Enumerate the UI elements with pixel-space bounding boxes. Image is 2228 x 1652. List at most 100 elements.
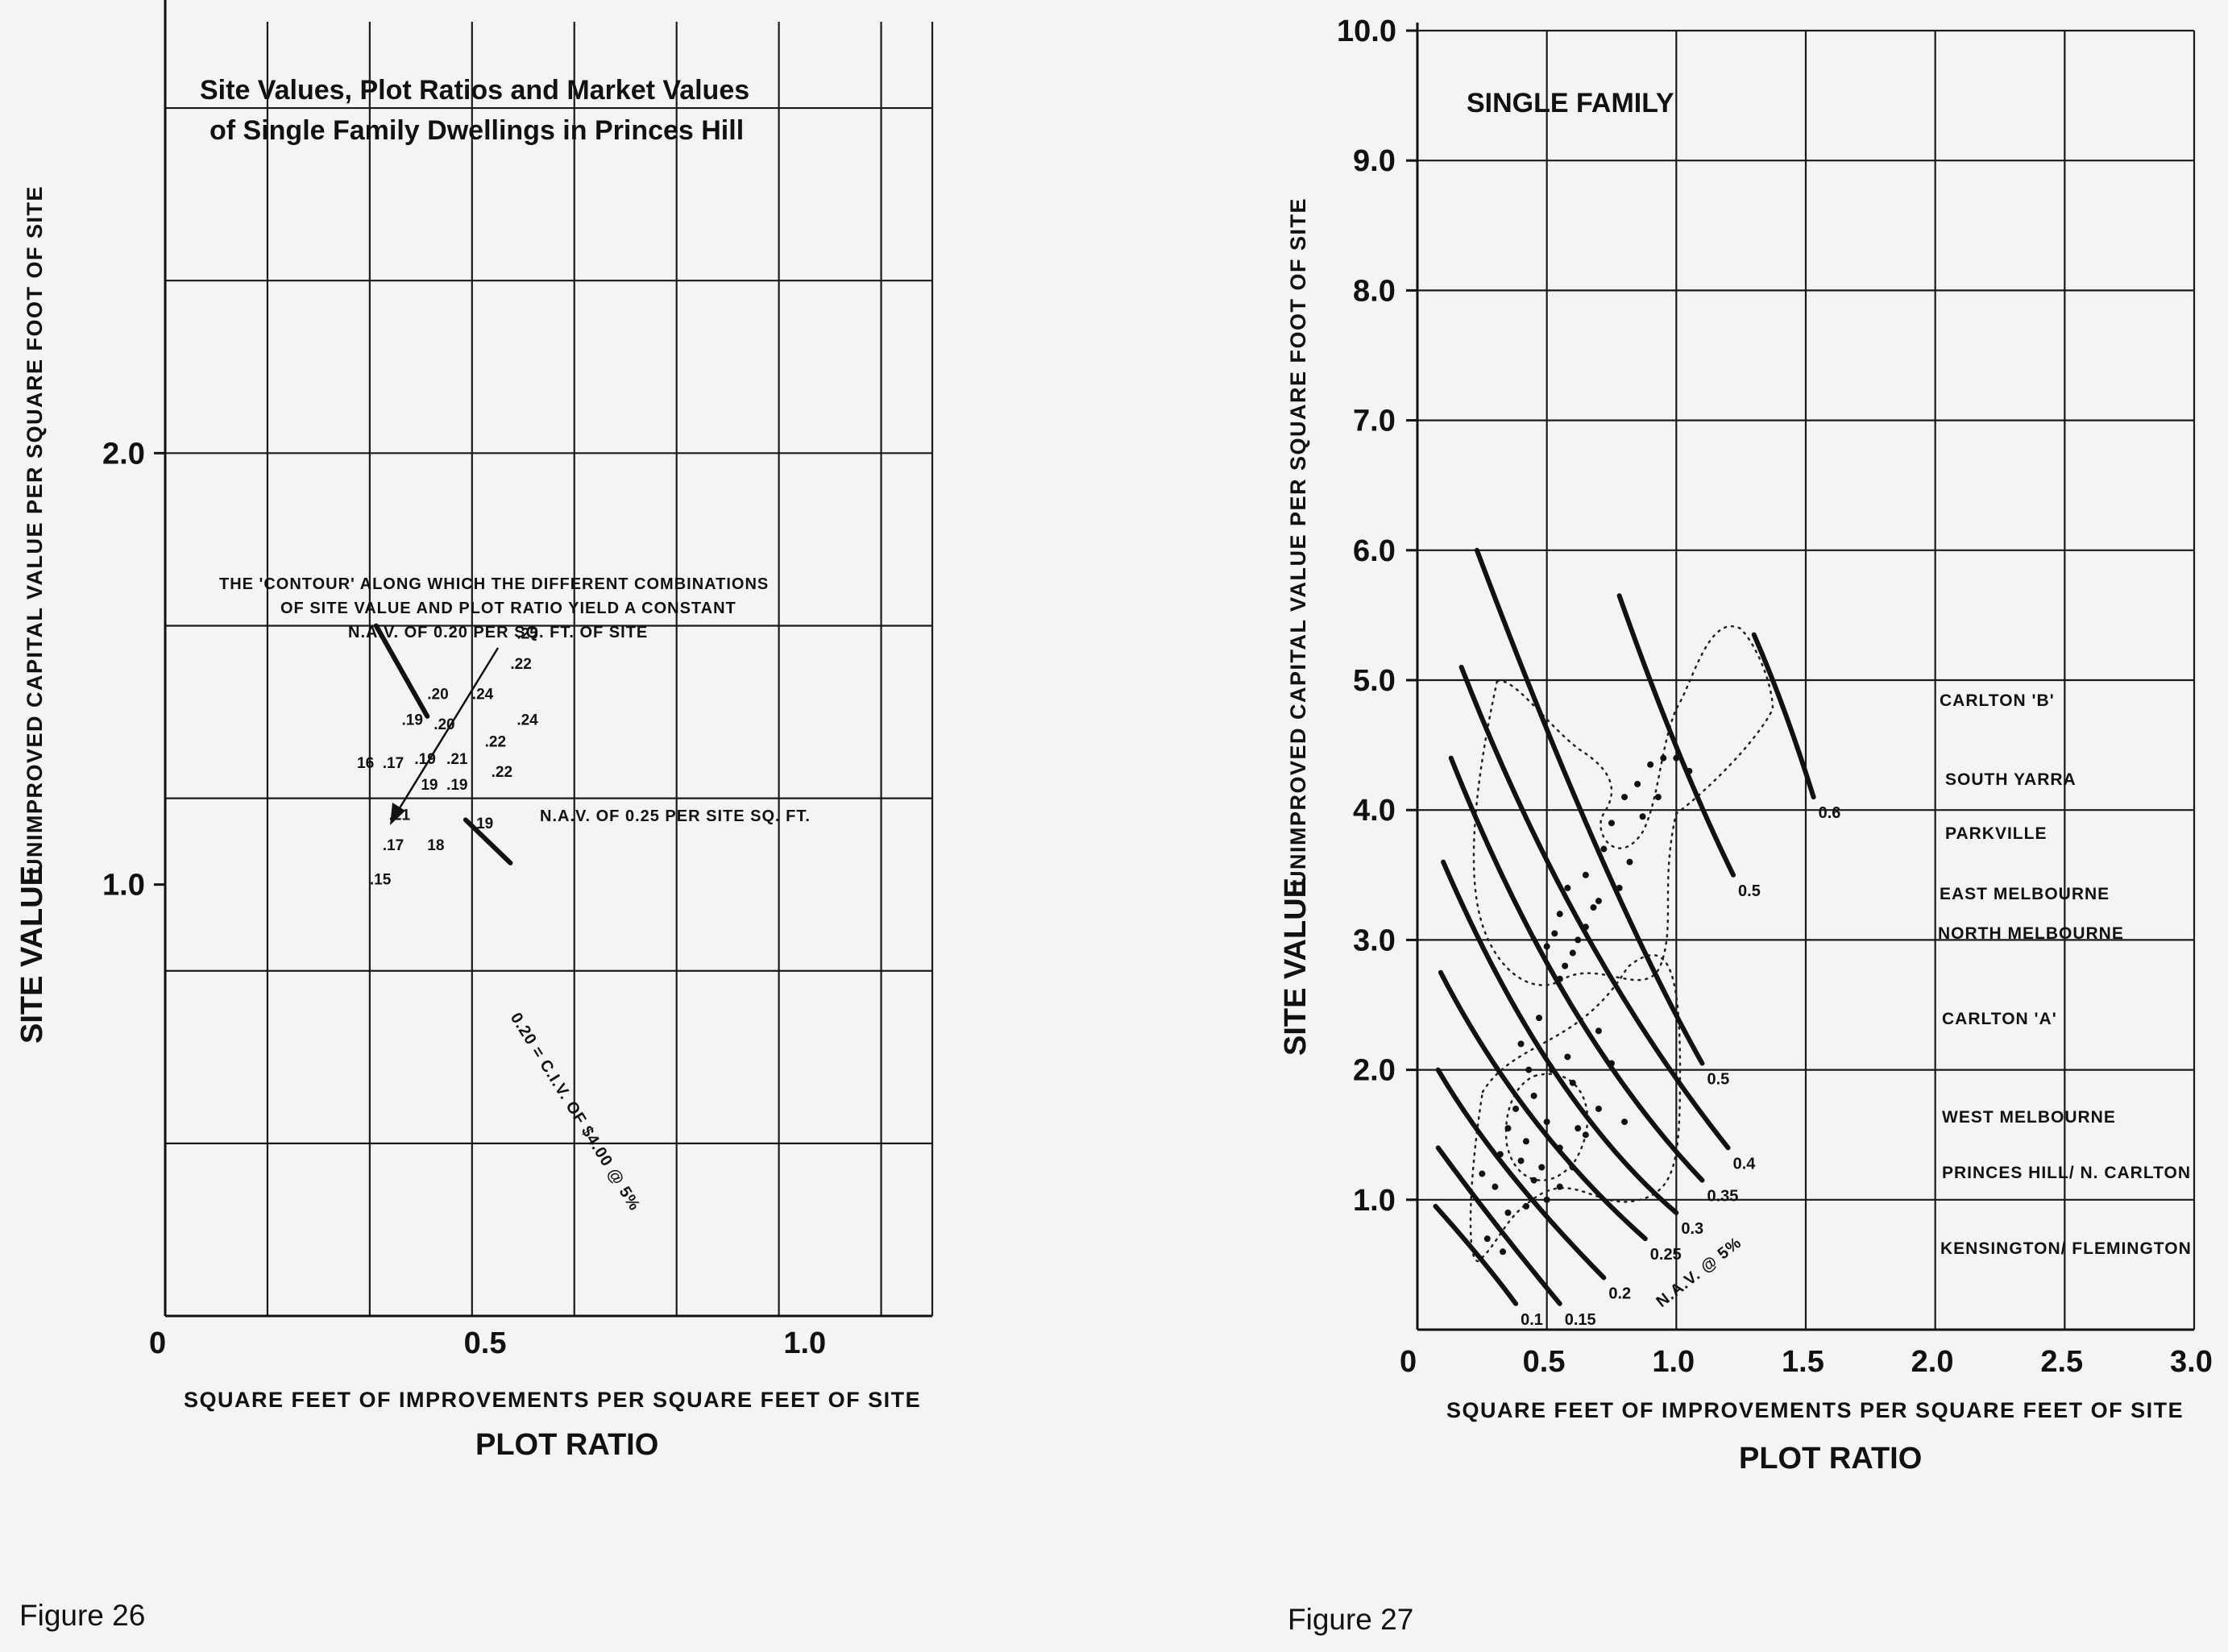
fig27-data-point [1517,1040,1525,1048]
fig27-y-tick-label: 1.0 [1353,1184,1396,1218]
fig27-data-point [1673,754,1680,762]
fig26-contour-segment [463,817,513,865]
fig27-contour-label: 0.2 [1608,1285,1631,1303]
fig27-data-point [1543,1196,1550,1203]
fig27-y-tick-label: 3.0 [1353,924,1396,957]
fig27-caption: Figure 27 [1288,1603,1413,1636]
fig27-data-point [1621,794,1628,801]
fig27-data-point [1564,1053,1571,1061]
fig27-data-point [1600,845,1608,853]
fig27-data-point [1647,761,1654,768]
fig27-data-point [1530,1177,1537,1184]
fig27-contour-label: 0.4 [1733,1155,1757,1173]
legend-item: PARKVILLE [1945,824,2047,843]
fig27-data-point [1626,858,1633,865]
fig27-data-point [1608,1060,1615,1067]
fig26-data-point: .19 [472,816,493,832]
fig26-ylabel-main: SITE VALUE [15,865,49,1044]
fig27-contour-label: 0.15 [1565,1311,1596,1329]
fig27-contour-line [1448,755,1705,1183]
fig27-contour-line [1435,1067,1607,1281]
fig27-data-point [1569,949,1576,957]
region-outline-lower [1469,953,1682,1263]
fig27-data-point [1582,871,1589,878]
fig27-data-point [1517,1157,1525,1164]
fig26-data-point: .22 [510,656,531,673]
fig26-tick-labels: 0 0.5 1.0 1.0 2.0 [102,437,826,1360]
fig27-grid [1416,23,2196,1331]
fig26-y-tick-label: 1.0 [102,869,145,903]
fig26-nav-label: N.A.V. OF 0.25 PER SITE SQ. FT. [540,807,811,825]
fig27-contour-label: 0.5 [1707,1071,1729,1089]
fig27-ylabel-sub: UNIMPROVED CAPITAL VALUE PER SQUARE FOOT… [1286,197,1310,886]
fig26-data-point: .22 [492,764,512,781]
fig26-data-point: .19 [446,777,467,794]
fig26-ylabel-sub: UNIMPROVED CAPITAL VALUE PER SQUARE FOOT… [23,185,47,874]
fig27-data-point [1595,898,1602,905]
fig27-data-point [1504,1125,1512,1132]
fig27-data-point [1564,884,1571,891]
fig26-data-point: .20 [427,686,448,703]
fig26-title-line2: of Single Family Dwellings in Princes Hi… [210,115,744,146]
fig27-data-point [1536,1015,1543,1022]
fig27-data-point [1492,1183,1499,1190]
fig27-data-point [1569,1164,1576,1171]
legend-item: PRINCES HILL/ N. CARLTON [1942,1164,2191,1182]
fig27-data-point [1543,943,1550,950]
fig27-point-group [1479,754,1693,1256]
fig27-data-point [1660,754,1667,762]
fig26-x-tick-label: 1.0 [783,1326,826,1360]
fig26-data-point: 16 [357,755,374,772]
fig26-data-point: .20 [434,716,454,733]
fig27-data-point [1483,1235,1491,1243]
fig27-data-point [1512,1105,1520,1112]
fig27-data-point [1590,904,1597,911]
fig27-contour-label: 0.3 [1681,1220,1703,1238]
fig26-y-tick-label: 2.0 [102,437,145,471]
legend-item: NORTH MELBOURNE [1938,924,2124,943]
fig26-data-point: 19 [421,777,438,794]
fig26-data-point: .25 [517,626,538,643]
fig27-contour-label: 0.5 [1738,882,1761,900]
region-outline-inner [1504,1073,1589,1181]
fig27-contour-line [1438,969,1648,1242]
fig27-x-tick-label: 1.0 [1652,1345,1695,1379]
fig26-data-point: .24 [517,712,538,729]
fig27-x-tick-label: 2.0 [1911,1345,1954,1379]
fig27-data-point [1543,1119,1550,1126]
fig26-grid [164,0,934,1318]
fig27-contour-label: 0.35 [1707,1188,1738,1206]
legend-item: CARLTON 'B' [1940,691,2055,710]
fig27-data-point [1582,1131,1589,1139]
fig27-contour-line [1751,632,1816,800]
fig27-contour-group: 0.1 0.15 0.2 0.25 0.30.35 0.4 0.5 0.5 0.6 [1433,547,1841,1329]
fig27-contour-line [1474,547,1705,1066]
fig27-data-point [1608,820,1615,827]
fig27-contour-label: 0.1 [1521,1311,1543,1329]
fig27-y-tick-label: 7.0 [1353,405,1396,438]
fig26-contour-segment [373,623,430,719]
fig26-data-point: .17 [383,755,404,772]
fig26-x-tick-label: 0.5 [464,1326,507,1360]
fig27-contour-line [1616,593,1736,878]
fig27-y-tick-label: 5.0 [1353,664,1396,698]
fig27-data-point [1530,1092,1537,1099]
fig27-data-point [1556,911,1563,918]
fig27-data-point [1575,1125,1582,1132]
fig27-contour-label: 0.6 [1819,804,1841,822]
fig26-x-tick-label: 0 [149,1326,166,1360]
fig27-data-point [1569,1079,1576,1086]
fig27-y-tick-label: 2.0 [1353,1054,1396,1088]
fig27-data-point [1549,1066,1556,1073]
fig26-data-point: .21 [446,751,468,768]
fig27-region-outlines [1469,625,1774,1263]
fig27-x-tick-label: 0.5 [1523,1345,1566,1379]
fig27-data-point [1621,1119,1628,1126]
legend-item: WEST MELBOURNE [1942,1108,2116,1127]
fig27-x-tick-label: 3.0 [2170,1345,2213,1379]
fig26-data-point: 18 [427,837,444,854]
fig27-xlabel-line1: SQUARE FEET OF IMPROVEMENTS PER SQUARE F… [1446,1398,2184,1422]
fig27-contour-line [1433,1203,1519,1306]
fig27-ylabel-main: SITE VALUE [1279,878,1313,1056]
